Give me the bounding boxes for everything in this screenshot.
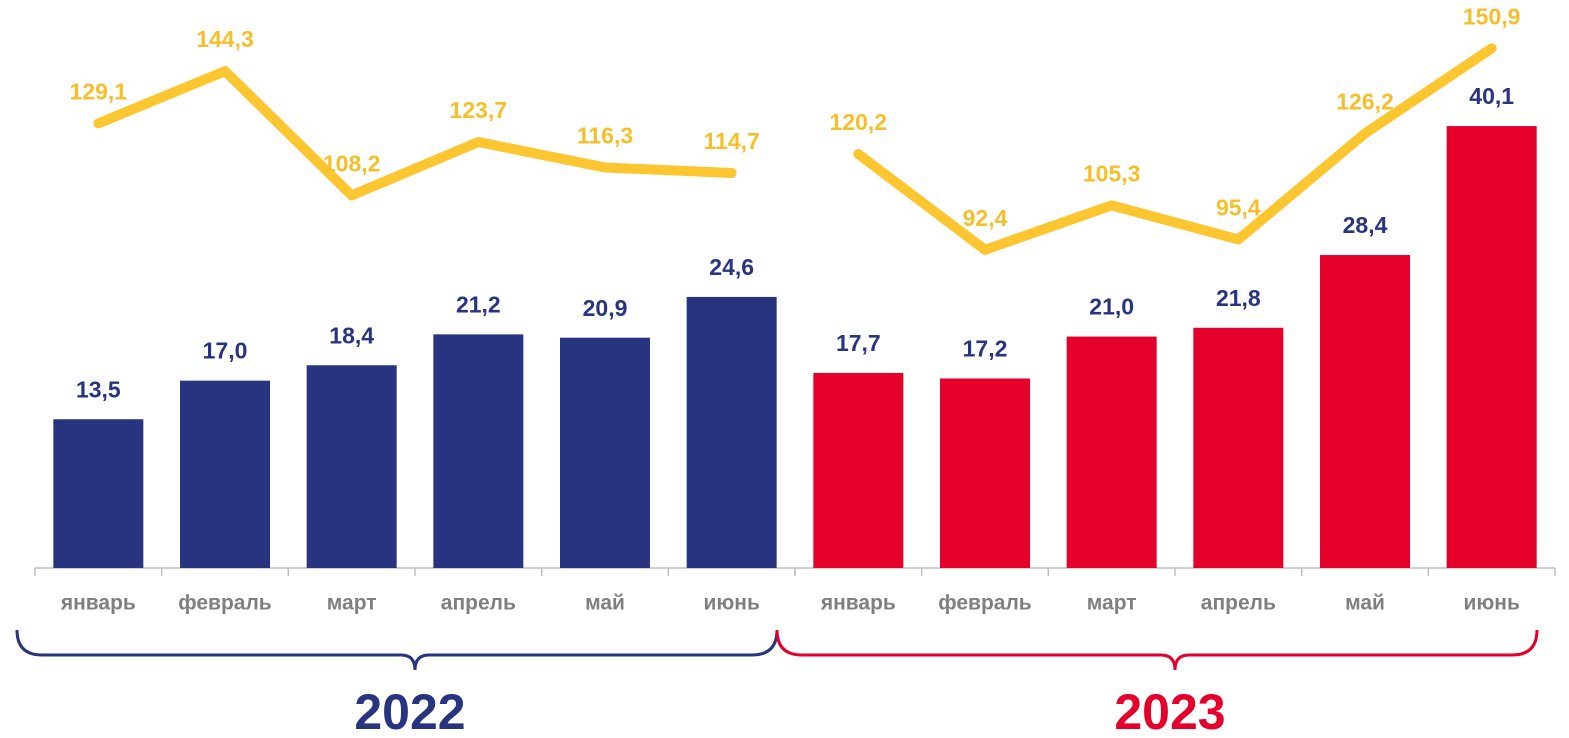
group-title: 2023	[1114, 684, 1225, 738]
bar	[53, 419, 144, 568]
line-value-label: 114,7	[704, 128, 760, 154]
line	[853, 43, 1497, 255]
bar-value-label: 40,1	[1469, 83, 1514, 109]
bar-value-label: 17,2	[963, 336, 1008, 362]
line-value-label: 108,2	[323, 150, 381, 176]
line-value-label: 123,7	[450, 97, 508, 123]
line-value-label: 129,1	[70, 78, 128, 104]
group-brace	[15, 629, 779, 671]
bar-value-label: 21,8	[1216, 285, 1261, 311]
x-tick-label: июнь	[703, 592, 760, 615]
bar	[1320, 255, 1410, 569]
bar	[180, 380, 270, 568]
line-value-label: 126,2	[1336, 88, 1394, 114]
bar-value-label: 20,9	[583, 295, 628, 321]
line	[93, 66, 737, 201]
bar	[1446, 126, 1537, 569]
bar-value-label: 13,5	[76, 376, 121, 402]
bar	[1193, 327, 1284, 568]
x-tick-label: апрель	[1201, 592, 1276, 615]
bar-value-label: 17,7	[836, 330, 881, 356]
x-tick-label: февраль	[938, 592, 1032, 615]
bar-value-label: 24,6	[709, 254, 754, 280]
bar	[433, 334, 524, 568]
line-value-label: 92,4	[963, 205, 1008, 231]
bar-value-label: 17,0	[203, 338, 248, 364]
bar	[686, 296, 777, 568]
group-brace	[775, 629, 1539, 671]
group-title: 2022	[354, 684, 465, 738]
x-tick-label: март	[327, 592, 377, 615]
x-tick-label: февраль	[178, 592, 272, 615]
line-value-label: 150,9	[1463, 3, 1521, 29]
bar-value-label: 28,4	[1343, 212, 1388, 238]
line-value-label: 120,2	[830, 109, 888, 135]
line-value-label: 116,3	[577, 123, 633, 149]
bar	[1066, 336, 1157, 568]
bar-value-label: 18,4	[329, 322, 374, 348]
bar	[306, 365, 397, 568]
x-tick-label: апрель	[441, 592, 516, 615]
x-tick-label: январь	[60, 592, 136, 615]
x-tick-label: июнь	[1463, 592, 1520, 615]
bar-value-label: 21,2	[456, 291, 501, 317]
x-tick-label: май	[1345, 592, 1385, 615]
line-value-label: 95,4	[1216, 195, 1261, 221]
x-tick-label: март	[1087, 592, 1137, 615]
line-value-label: 144,3	[196, 26, 254, 52]
bar	[560, 337, 650, 568]
x-tick-label: май	[585, 592, 625, 615]
x-tick-label: январь	[820, 592, 896, 615]
bar	[940, 378, 1030, 568]
line-value-label: 105,3	[1083, 160, 1141, 186]
bar	[813, 372, 904, 568]
bar-value-label: 21,0	[1089, 294, 1134, 320]
